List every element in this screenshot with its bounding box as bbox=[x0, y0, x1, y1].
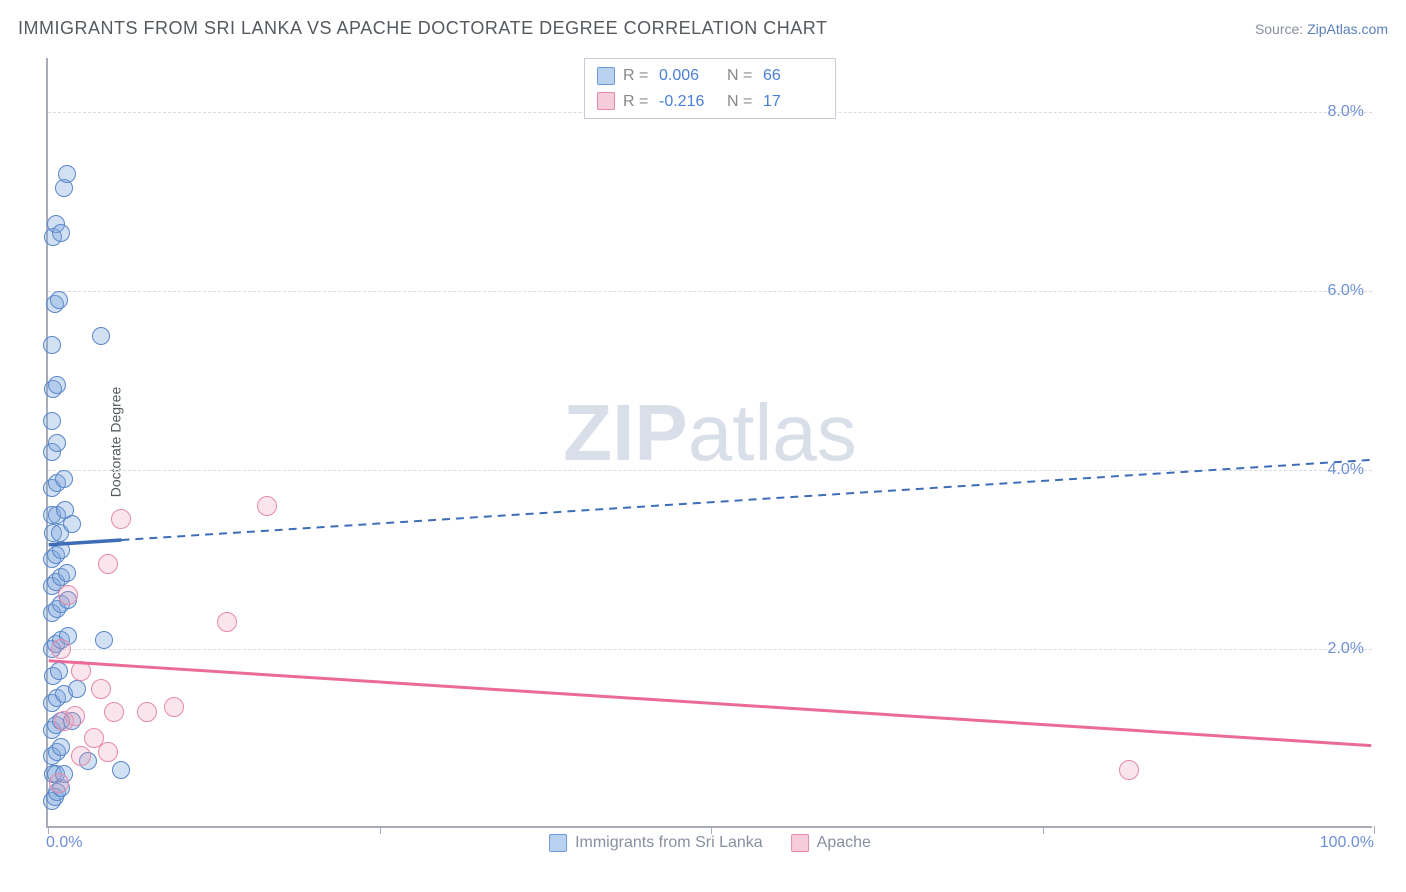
data-point-blue bbox=[50, 662, 68, 680]
data-point-pink bbox=[98, 554, 118, 574]
watermark: ZIPatlas bbox=[563, 387, 856, 479]
xtick-mark bbox=[48, 826, 49, 834]
xtick-right: 100.0% bbox=[1320, 834, 1374, 852]
xtick-mark bbox=[380, 826, 381, 834]
data-point-pink bbox=[1119, 760, 1139, 780]
chart-title: IMMIGRANTS FROM SRI LANKA VS APACHE DOCT… bbox=[18, 18, 827, 39]
data-point-blue bbox=[50, 291, 68, 309]
data-point-pink bbox=[91, 679, 111, 699]
bottom-legend: Immigrants from Sri Lanka Apache bbox=[549, 834, 871, 852]
data-point-pink bbox=[111, 509, 131, 529]
xtick-mark bbox=[1374, 826, 1375, 834]
ytick-label: 4.0% bbox=[1328, 461, 1364, 479]
xtick-mark bbox=[1043, 826, 1044, 834]
data-point-blue bbox=[43, 412, 61, 430]
data-point-pink bbox=[49, 773, 69, 793]
ytick-label: 6.0% bbox=[1328, 282, 1364, 300]
stats-legend-box: R =0.006 N =66 R =-0.216 N =17 bbox=[584, 58, 836, 119]
data-point-blue bbox=[58, 564, 76, 582]
legend-swatch-pink bbox=[791, 834, 809, 852]
data-point-pink bbox=[71, 746, 91, 766]
gridline-h bbox=[48, 470, 1372, 471]
data-point-blue bbox=[63, 515, 81, 533]
data-point-blue bbox=[112, 761, 130, 779]
gridline-h bbox=[48, 291, 1372, 292]
chart-plot-area: Doctorate Degree ZIPatlas 2.0% 4.0% 6.0% 8.… bbox=[46, 58, 1372, 828]
data-point-blue bbox=[52, 738, 70, 756]
data-point-blue bbox=[58, 165, 76, 183]
source-credit: Source: ZipAtlas.com bbox=[1255, 21, 1388, 37]
data-point-pink bbox=[257, 496, 277, 516]
data-point-blue bbox=[52, 224, 70, 242]
legend-label-blue: Immigrants from Sri Lanka bbox=[575, 834, 763, 852]
data-point-pink bbox=[58, 585, 78, 605]
ytick-label: 8.0% bbox=[1328, 103, 1364, 121]
data-point-pink bbox=[51, 639, 71, 659]
xtick-left: 0.0% bbox=[46, 834, 82, 852]
ytick-label: 2.0% bbox=[1328, 640, 1364, 658]
data-point-blue bbox=[55, 470, 73, 488]
y-axis-label: Doctorate Degree bbox=[107, 387, 123, 498]
data-point-pink bbox=[137, 702, 157, 722]
data-point-blue bbox=[52, 541, 70, 559]
data-point-pink bbox=[217, 612, 237, 632]
data-point-pink bbox=[104, 702, 124, 722]
legend-label-pink: Apache bbox=[817, 834, 871, 852]
gridline-h bbox=[48, 649, 1372, 650]
data-point-blue bbox=[95, 631, 113, 649]
data-point-blue bbox=[43, 336, 61, 354]
source-link[interactable]: ZipAtlas.com bbox=[1307, 21, 1388, 37]
regression-lines bbox=[48, 58, 1372, 826]
stats-row-pink: R =-0.216 N =17 bbox=[597, 89, 823, 115]
swatch-pink bbox=[597, 92, 615, 110]
data-point-pink bbox=[71, 661, 91, 681]
swatch-blue bbox=[597, 67, 615, 85]
data-point-blue bbox=[92, 327, 110, 345]
legend-swatch-blue bbox=[549, 834, 567, 852]
data-point-pink bbox=[84, 728, 104, 748]
data-point-blue bbox=[68, 680, 86, 698]
data-point-pink bbox=[65, 706, 85, 726]
stats-row-blue: R =0.006 N =66 bbox=[597, 63, 823, 89]
xtick-mark bbox=[711, 826, 712, 834]
data-point-pink bbox=[164, 697, 184, 717]
data-point-blue bbox=[48, 434, 66, 452]
data-point-blue bbox=[48, 376, 66, 394]
